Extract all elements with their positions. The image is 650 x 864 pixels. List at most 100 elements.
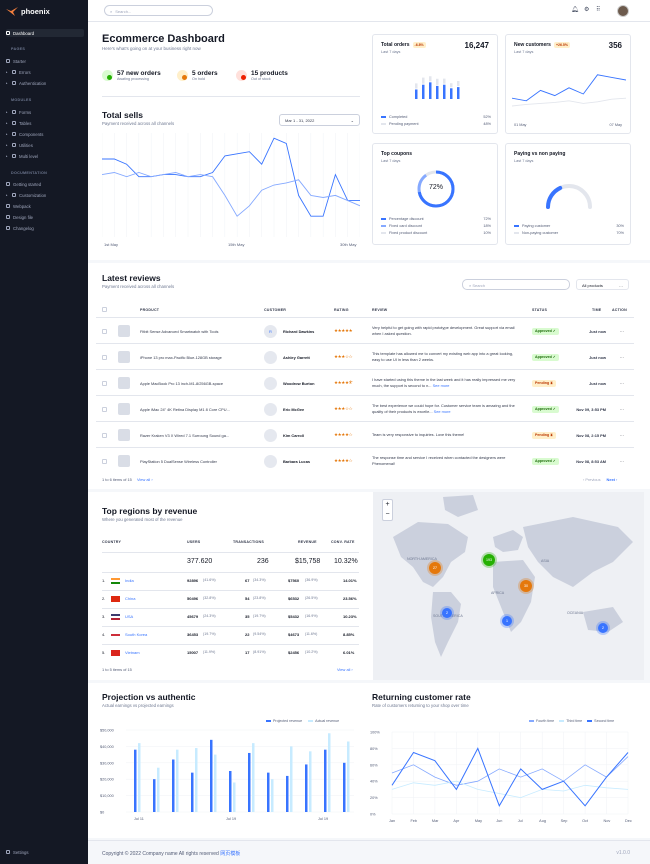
more-actions-icon[interactable]: ··· bbox=[620, 328, 624, 334]
col-review[interactable]: REVIEW bbox=[372, 308, 388, 312]
table-row[interactable]: Fitbit Sense Advanced Smartwatch with To… bbox=[96, 317, 634, 343]
map-cluster-marker[interactable]: 193 bbox=[483, 554, 495, 566]
table-row[interactable]: 4. South Korea 36453 (19.7%) 22 (9.54%) … bbox=[102, 626, 359, 643]
col-product[interactable]: PRODUCT bbox=[140, 308, 160, 312]
row-checkbox[interactable] bbox=[102, 328, 107, 334]
date-range-select[interactable]: Mar 1 - 31, 2022 ⌄ bbox=[279, 114, 360, 126]
table-row[interactable]: Razer Kraken V3 X Wired 7.1 Surroung Sou… bbox=[96, 421, 634, 447]
sidebar-item-errors[interactable]: ▸ Errors bbox=[6, 68, 84, 76]
sidebar-item-forms[interactable]: ▸ Forms bbox=[6, 108, 84, 116]
row-checkbox[interactable] bbox=[102, 354, 107, 360]
product-name[interactable]: Razer Kraken V3 X Wired 7.1 Surroung Sou… bbox=[140, 432, 230, 438]
country-name[interactable]: Vietnam bbox=[125, 650, 140, 655]
legend-fourth[interactable]: Fourth time bbox=[529, 719, 554, 723]
next-button[interactable]: Next bbox=[606, 477, 615, 482]
x-tick-label: Jul 11 bbox=[134, 817, 144, 821]
review-time: Nov 08, 2:15 PM bbox=[576, 432, 606, 438]
col-transactions[interactable]: TRANSACTIONS bbox=[233, 540, 264, 544]
country-name[interactable]: China bbox=[125, 596, 136, 601]
col-users[interactable]: USERS bbox=[187, 540, 201, 544]
apps-grid-icon[interactable]: ⠿ bbox=[596, 7, 601, 13]
world-map[interactable]: + − NORTH AMERICA SOUTH AMERICA AFRICA AS… bbox=[373, 492, 644, 680]
col-conv-rate[interactable]: CONV. RATE bbox=[331, 540, 355, 544]
customer-name[interactable]: Barbara Lucas bbox=[283, 458, 311, 464]
map-cluster-marker[interactable]: 30 bbox=[520, 580, 532, 592]
more-actions-icon[interactable]: ··· bbox=[620, 458, 624, 464]
zoom-out-button[interactable]: − bbox=[385, 511, 390, 518]
map-cluster-marker[interactable]: 27 bbox=[429, 562, 441, 574]
settings-icon[interactable]: ⚙ bbox=[584, 7, 590, 13]
col-country[interactable]: COUNTRY bbox=[102, 540, 122, 544]
search-input[interactable]: ⌕ Search... bbox=[104, 5, 213, 16]
row-checkbox[interactable] bbox=[102, 406, 107, 412]
country-name[interactable]: USA bbox=[125, 614, 134, 619]
col-time[interactable]: TIME bbox=[592, 308, 602, 312]
sidebar-item-tables[interactable]: ▸ Tables bbox=[6, 119, 84, 127]
table-row[interactable]: 5. Vietnam 15007 (11.9%) 17 (8.91%) $245… bbox=[102, 644, 359, 661]
col-rating[interactable]: RATING bbox=[334, 308, 349, 312]
sidebar-item-design-file[interactable]: Design file bbox=[6, 213, 84, 221]
legend-third[interactable]: Third time bbox=[559, 719, 582, 723]
row-checkbox[interactable] bbox=[102, 458, 107, 464]
row-checkbox[interactable] bbox=[102, 432, 107, 438]
table-row[interactable]: 2. China 50496 (32.8%) 54 (23.8%) $6532 … bbox=[102, 590, 359, 607]
table-row[interactable]: Apple MacBook Pro 13 inch-M1-8/256GB-spa… bbox=[96, 369, 634, 395]
sidebar-item-getting-started[interactable]: Getting started bbox=[6, 180, 84, 188]
row-checkbox[interactable] bbox=[102, 380, 107, 386]
zoom-in-button[interactable]: + bbox=[385, 501, 390, 508]
sidebar-item-components[interactable]: ▸ Components bbox=[6, 130, 84, 138]
map-cluster-marker[interactable]: 2 bbox=[442, 608, 452, 618]
map-cluster-marker[interactable]: 1 bbox=[502, 616, 512, 626]
map-cluster-marker[interactable]: 2 bbox=[598, 623, 608, 633]
bell-icon[interactable]: 🔔︎ bbox=[571, 7, 579, 13]
sidebar-settings[interactable]: Settings bbox=[6, 848, 84, 856]
sidebar-item-multi-level[interactable]: ▸ Multi level bbox=[6, 152, 84, 160]
sidebar-item-customization[interactable]: ▸ Customization bbox=[6, 191, 84, 199]
select-all-checkbox[interactable] bbox=[102, 307, 107, 312]
customer-name[interactable]: Kim Carroll bbox=[283, 432, 304, 438]
sidebar-item-starter[interactable]: Starter bbox=[6, 57, 84, 65]
sidebar-item-dashboard[interactable]: Dashboard bbox=[6, 29, 84, 37]
view-all-link[interactable]: View all bbox=[136, 477, 151, 482]
footer-link[interactable]: 网页模板 bbox=[220, 851, 241, 857]
sidebar-item-authentication[interactable]: ▸ Authentication bbox=[6, 79, 84, 87]
col-customer[interactable]: CUSTOMER bbox=[264, 308, 287, 312]
product-name[interactable]: iPhone 13 pro max-Pacific Blue-128GB sto… bbox=[140, 354, 222, 360]
country-name[interactable]: India bbox=[125, 578, 134, 583]
see-more-link[interactable]: See more bbox=[432, 383, 450, 388]
col-revenue[interactable]: REVENUE bbox=[298, 540, 317, 544]
more-actions-icon[interactable]: ··· bbox=[620, 380, 624, 386]
table-row[interactable]: 1. India 92896 (41.6%) 67 (34.3%) $7560 … bbox=[102, 572, 359, 589]
sidebar-item-utilities[interactable]: ▸ Utilities bbox=[6, 141, 84, 149]
table-row[interactable]: PlayStation 5 DualSense Wireless Control… bbox=[96, 447, 634, 473]
more-actions-icon[interactable]: ··· bbox=[620, 432, 624, 438]
customer-name[interactable]: Eric McGee bbox=[283, 406, 305, 412]
product-filter-button[interactable]: All products… bbox=[576, 279, 629, 290]
table-row[interactable]: Apple iMac 24" 4K Retina Display M1 8 Co… bbox=[96, 395, 634, 421]
country-name[interactable]: South Korea bbox=[125, 632, 148, 637]
customer-name[interactable]: Ashley Garrett bbox=[283, 354, 310, 360]
product-name[interactable]: Apple iMac 24" 4K Retina Display M1 8 Co… bbox=[140, 406, 230, 412]
status-label: Pending bbox=[535, 381, 550, 385]
product-name[interactable]: PlayStation 5 DualSense Wireless Control… bbox=[140, 458, 217, 464]
brand-logo[interactable]: phoenix bbox=[6, 7, 50, 16]
see-more-link[interactable]: See more bbox=[433, 409, 451, 414]
product-name[interactable]: Apple MacBook Pro 13 inch-M1-8/256GB-spa… bbox=[140, 380, 224, 386]
previous-button[interactable]: Previous bbox=[585, 477, 601, 482]
sidebar-item-changelog[interactable]: Changelog bbox=[6, 224, 84, 232]
col-status[interactable]: STATUS bbox=[532, 308, 548, 312]
reviews-search-input[interactable]: ⌕ Search bbox=[462, 279, 570, 290]
more-actions-icon[interactable]: ··· bbox=[620, 354, 624, 360]
user-avatar[interactable] bbox=[617, 5, 629, 17]
legend-projected[interactable]: Projected revenue bbox=[266, 719, 302, 723]
more-actions-icon[interactable]: ··· bbox=[620, 406, 624, 412]
legend-actual[interactable]: Actual revenue bbox=[308, 719, 339, 723]
table-row[interactable]: 3. USA 45679 (24.3%) 35 (19.7%) $5432 (1… bbox=[102, 608, 359, 625]
customer-name[interactable]: Richard Dawkins bbox=[283, 328, 315, 334]
sidebar-item-webpack[interactable]: Webpack bbox=[6, 202, 84, 210]
customer-name[interactable]: Woodrow Burton bbox=[283, 380, 315, 386]
table-row[interactable]: iPhone 13 pro max-Pacific Blue-128GB sto… bbox=[96, 343, 634, 369]
product-name[interactable]: Fitbit Sense Advanced Smartwatch with To… bbox=[140, 328, 219, 334]
legend-second[interactable]: Second time bbox=[587, 719, 614, 723]
view-all-link[interactable]: View all bbox=[337, 667, 351, 672]
